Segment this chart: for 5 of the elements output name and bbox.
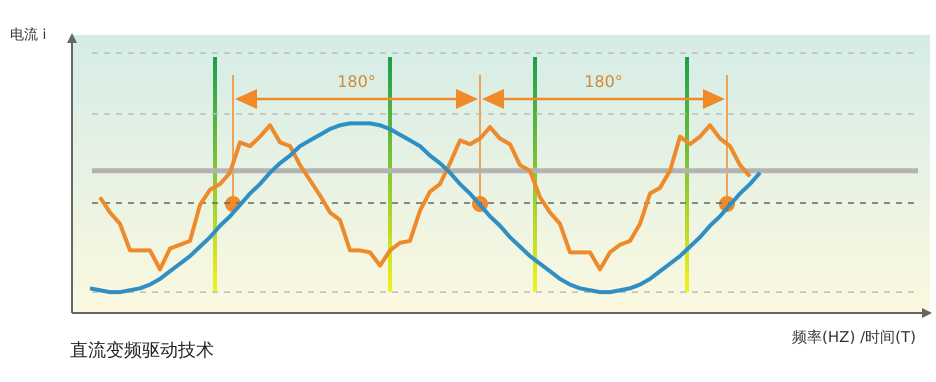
text: 180° (583, 72, 624, 91)
x-axis-title: 频率(HZ) /时间(T) (792, 328, 916, 347)
text: 直流变频驱动技术 (70, 339, 214, 362)
text: 180° (336, 72, 377, 91)
text: 电流 i (10, 26, 46, 44)
